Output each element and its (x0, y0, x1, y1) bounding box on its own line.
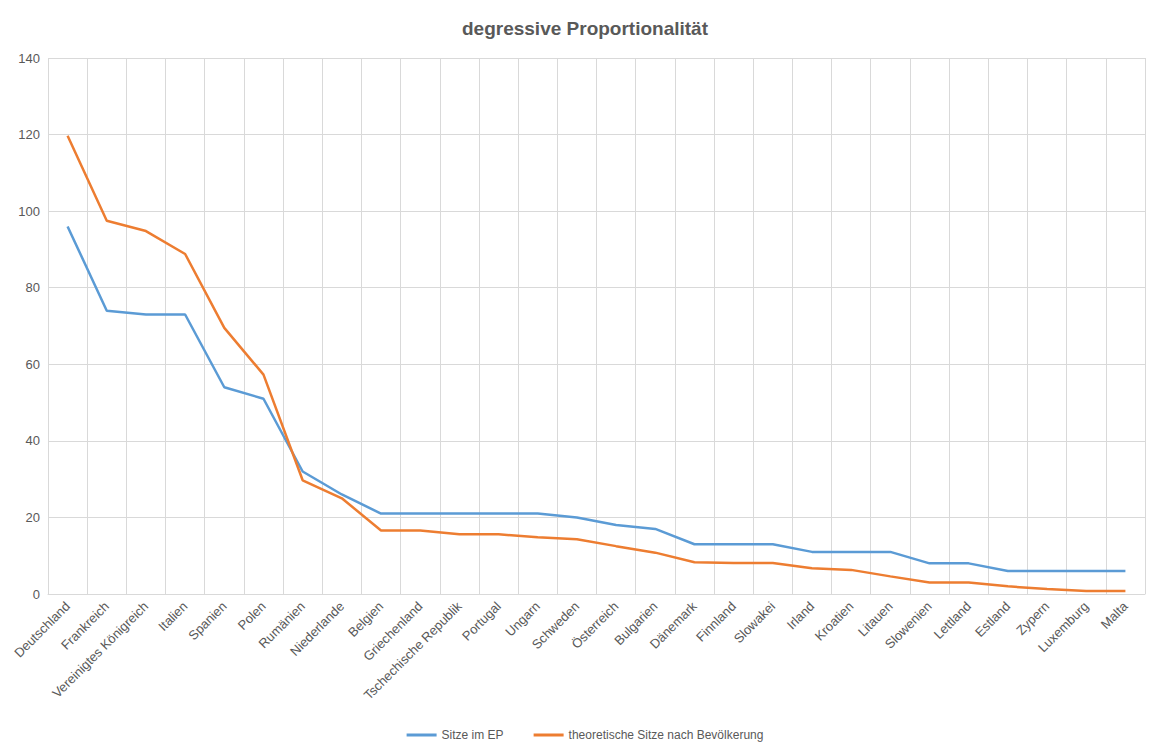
svg-text:Spanien: Spanien (185, 599, 229, 643)
svg-text:80: 80 (26, 280, 40, 295)
svg-text:Deutschland: Deutschland (11, 599, 73, 661)
svg-text:Sitze im EP: Sitze im EP (442, 728, 504, 742)
svg-text:degressive Proportionalität: degressive Proportionalität (462, 18, 709, 39)
svg-text:Irland: Irland (784, 599, 818, 633)
svg-text:Belgien: Belgien (345, 598, 387, 640)
svg-text:Niederlande: Niederlande (287, 599, 347, 659)
svg-text:Portugal: Portugal (459, 599, 504, 644)
svg-text:Slowakei: Slowakei (731, 599, 778, 646)
svg-text:100: 100 (18, 204, 40, 219)
svg-text:Lettland: Lettland (931, 599, 974, 642)
svg-text:Estland: Estland (972, 599, 1013, 640)
svg-text:Österreich: Österreich (568, 599, 621, 652)
svg-text:Vereinigtes Königreich: Vereinigtes Königreich (49, 599, 151, 701)
svg-text:Ungarn: Ungarn (502, 598, 543, 640)
svg-text:Litauen: Litauen (854, 598, 896, 640)
svg-text:20: 20 (26, 510, 40, 525)
svg-text:Schweden: Schweden (528, 598, 583, 653)
svg-text:40: 40 (26, 433, 40, 448)
svg-text:Luxemburg: Luxemburg (1035, 599, 1092, 656)
svg-text:Bulgarien: Bulgarien (611, 598, 661, 649)
svg-text:Zypern: Zypern (1013, 598, 1053, 638)
svg-text:Finnland: Finnland (693, 598, 739, 645)
svg-text:Tschechische Republik: Tschechische Republik (361, 598, 465, 702)
svg-text:Griechenland: Griechenland (360, 598, 426, 664)
svg-text:Malta: Malta (1098, 598, 1132, 632)
svg-text:60: 60 (26, 357, 40, 372)
svg-text:Dänemark: Dänemark (647, 598, 700, 651)
svg-text:Frankreich: Frankreich (58, 598, 113, 653)
svg-text:0: 0 (33, 587, 40, 602)
svg-text:Rumänien: Rumänien (255, 598, 308, 652)
svg-text:Kroatien: Kroatien (812, 599, 857, 644)
svg-text:Italien: Italien (155, 599, 190, 634)
svg-text:140: 140 (18, 51, 40, 66)
svg-text:Polen: Polen (235, 599, 269, 633)
svg-text:120: 120 (18, 127, 40, 142)
svg-text:Slowenien: Slowenien (882, 599, 935, 652)
svg-text:theoretische Sitze nach Bevölk: theoretische Sitze nach Bevölkerung (569, 728, 764, 742)
